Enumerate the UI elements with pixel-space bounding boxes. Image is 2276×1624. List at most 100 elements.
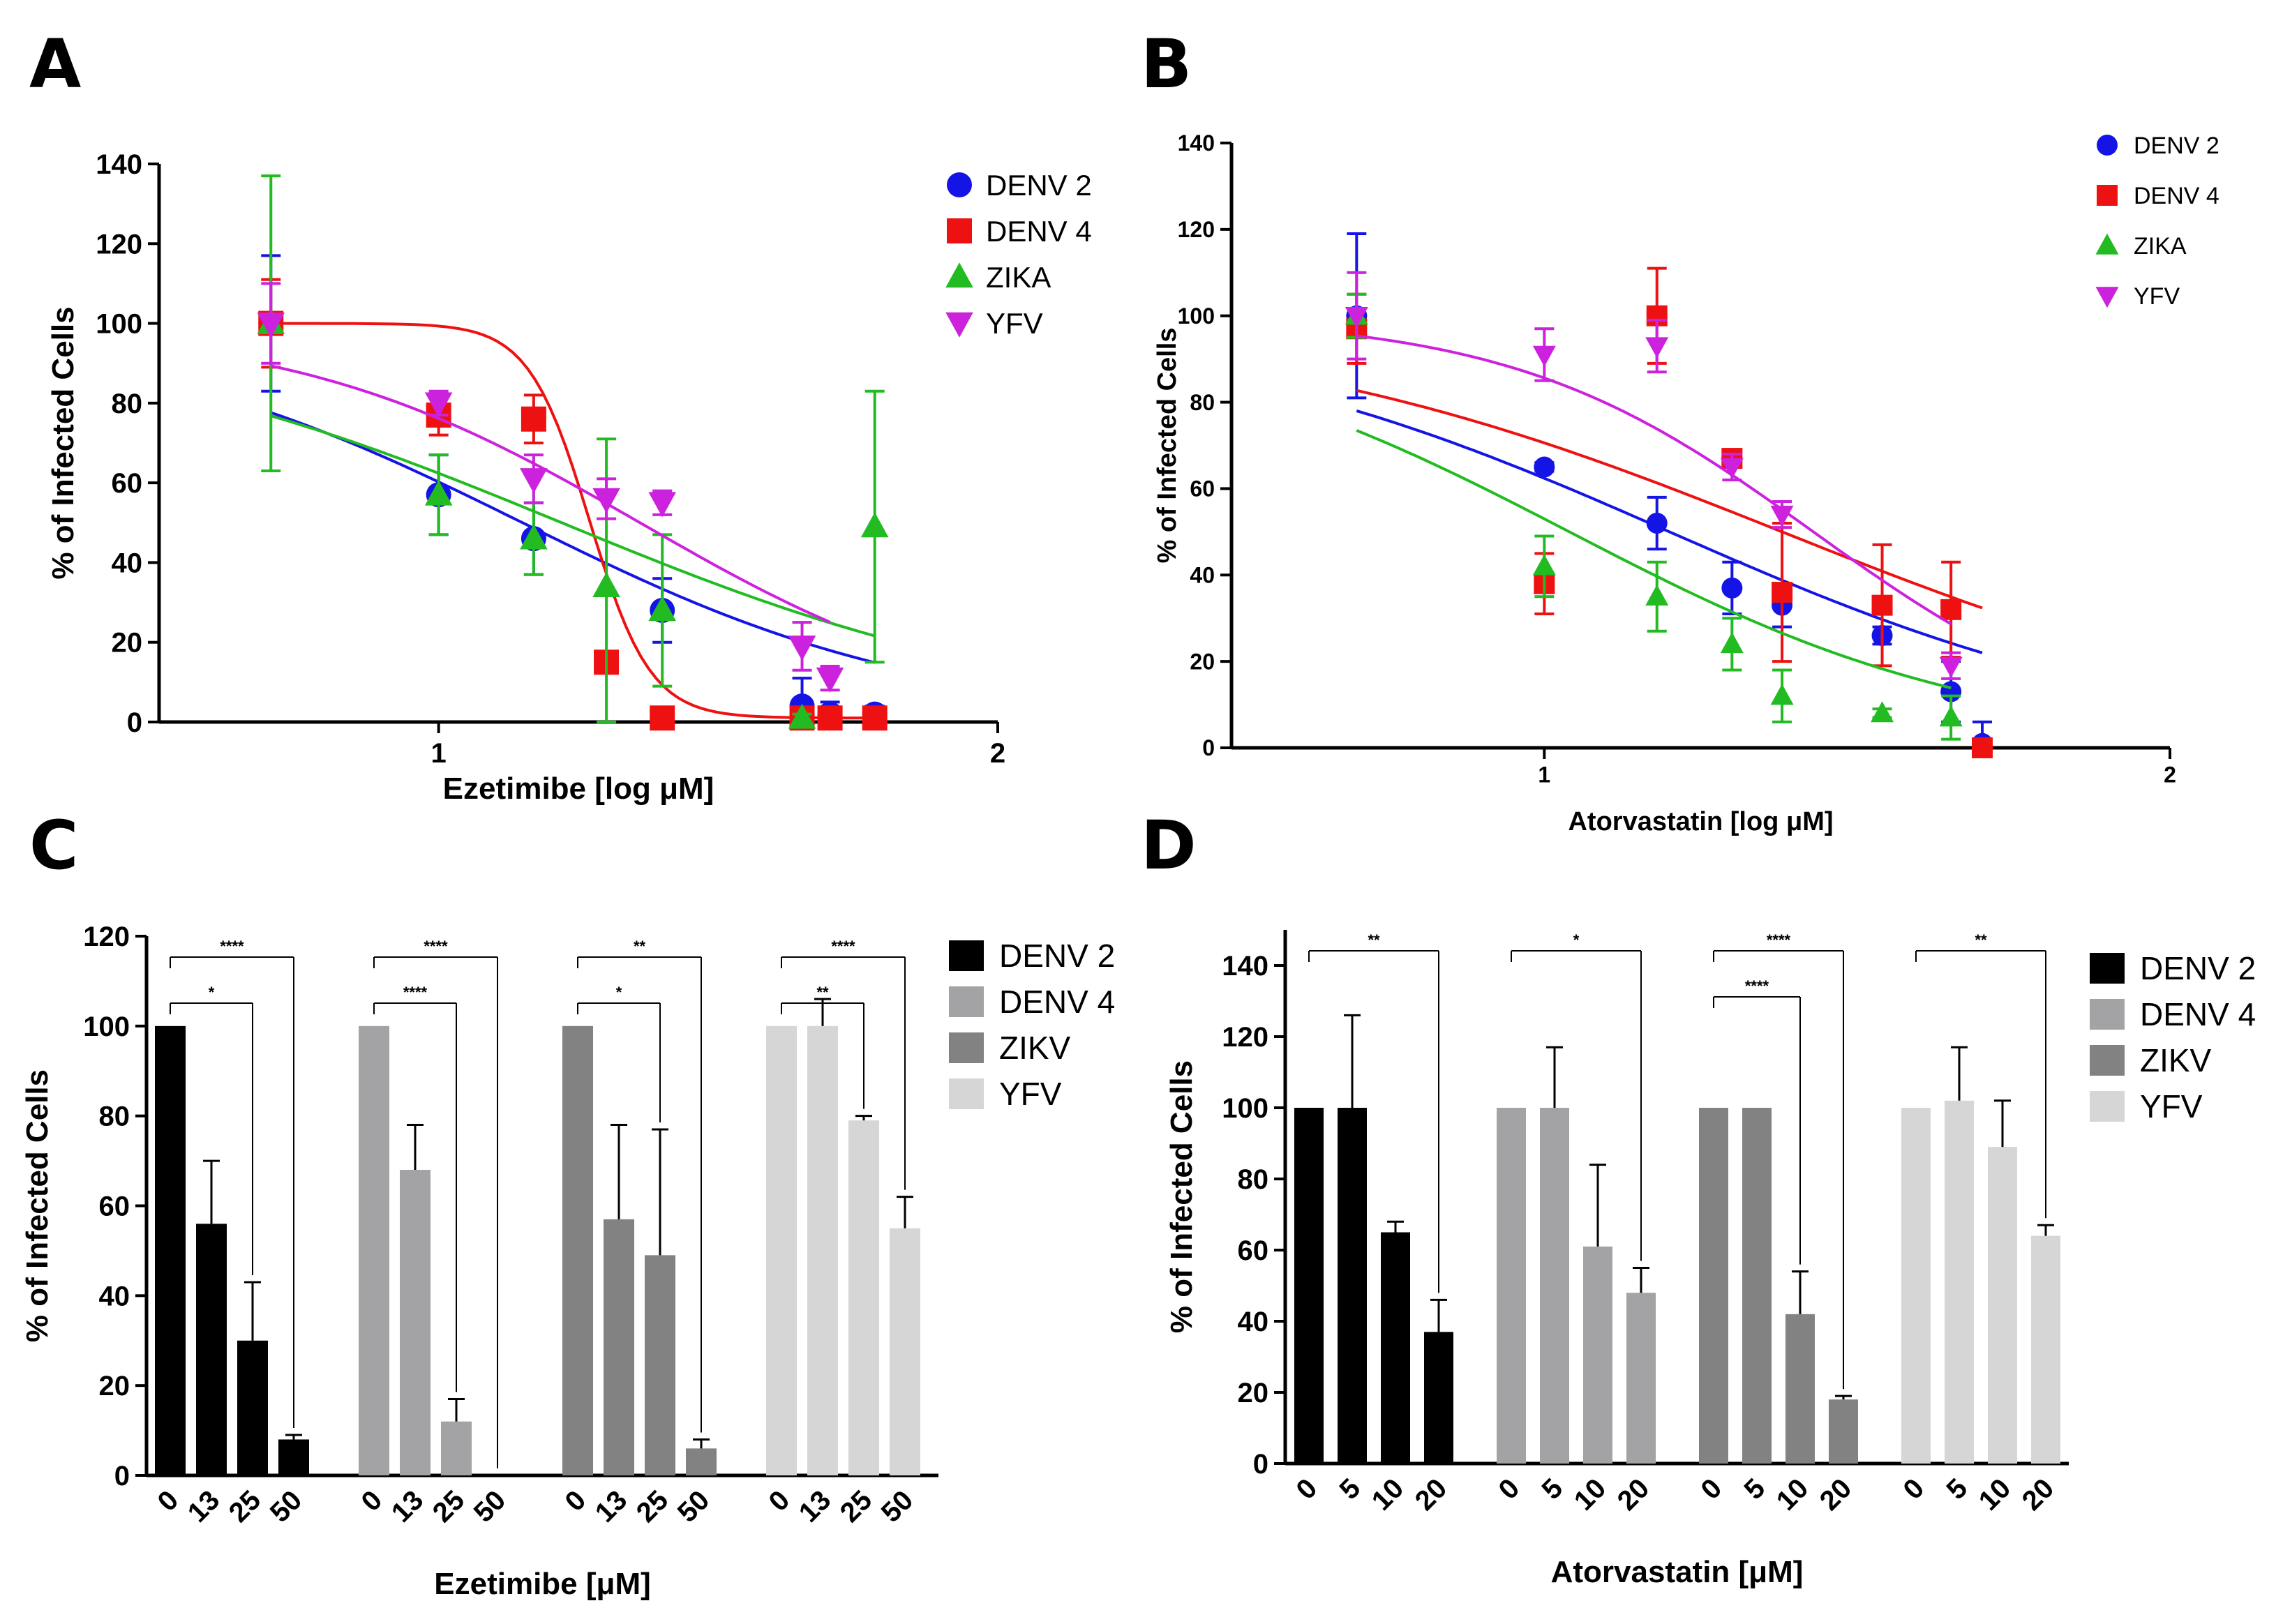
- data-point: [520, 524, 548, 550]
- bar-group-zikv: [562, 1025, 717, 1475]
- bar: [1901, 1108, 1931, 1464]
- y-tick-label: 140: [96, 149, 142, 180]
- data-point: [788, 703, 816, 729]
- bar: [807, 1025, 838, 1475]
- data-point: [1770, 684, 1794, 705]
- panel-letter-d: D: [1141, 806, 1197, 885]
- bar: [1338, 1108, 1367, 1464]
- y-tick-label: 40: [1190, 562, 1215, 587]
- fit-curve: [270, 411, 876, 664]
- x-category-label: 0: [1291, 1473, 1324, 1505]
- x-category-label: 0: [356, 1484, 389, 1517]
- bar: [400, 1169, 431, 1475]
- bar: [1626, 1293, 1656, 1464]
- data-point: [860, 512, 889, 538]
- x-category-label: 10: [1973, 1473, 2017, 1517]
- y-tick-label: 120: [83, 922, 130, 952]
- legend-label: DENV 2: [999, 938, 1115, 974]
- y-tick-label: 40: [112, 548, 143, 578]
- y-tick-label: 120: [1178, 217, 1215, 242]
- fit-curve: [1356, 429, 1952, 690]
- y-tick-label: 60: [99, 1191, 130, 1222]
- legend-marker: [2095, 287, 2119, 308]
- legend-label: YFV: [2140, 1088, 2203, 1125]
- legend-swatch: [949, 986, 984, 1017]
- y-tick-label: 140: [1222, 951, 1268, 982]
- legend-marker: [2097, 135, 2118, 156]
- data-point: [1772, 582, 1793, 603]
- bar: [848, 1120, 879, 1475]
- legend-swatch: [949, 940, 984, 971]
- x-tick-label: 1: [431, 738, 447, 769]
- x-axis-title: Atorvastatin [log μM]: [1568, 807, 1833, 836]
- bar-group-denv-2: [1294, 1014, 1453, 1464]
- bar: [1540, 1108, 1569, 1464]
- x-category-label: 10: [1771, 1473, 1815, 1517]
- x-category-label: 50: [672, 1484, 716, 1528]
- panel-letter-a: A: [29, 25, 81, 103]
- legend-marker: [945, 312, 973, 338]
- significance-label: ****: [1767, 931, 1791, 949]
- significance-label: *: [1573, 931, 1580, 949]
- bar-group-denv-2: [155, 1025, 309, 1475]
- data-point: [648, 596, 676, 622]
- data-point: [862, 705, 888, 731]
- fit-curve: [270, 364, 831, 624]
- significance-label: *: [616, 984, 622, 1001]
- data-point: [1770, 505, 1794, 527]
- y-tick-label: 60: [112, 468, 143, 499]
- data-point: [1972, 737, 1993, 758]
- x-category-label: 25: [834, 1484, 878, 1528]
- y-tick-label: 80: [99, 1102, 130, 1132]
- bar-group-denv-4: [359, 1025, 472, 1475]
- y-tick-label: 0: [127, 707, 142, 738]
- y-axis-title: % of Infected Cells: [1165, 1060, 1199, 1333]
- chart-b-atorvastatin-dose-response: 0 20 40 60 80 100 120 140 1 2 Atorvastatin [log μM…: [1153, 130, 2219, 836]
- bar: [686, 1448, 717, 1475]
- x-category-label: 10: [1569, 1473, 1612, 1517]
- y-tick-label: 40: [99, 1281, 130, 1311]
- data-point: [424, 480, 453, 506]
- x-tick-label: 1: [1538, 762, 1550, 788]
- y-tick-label: 60: [1190, 476, 1215, 502]
- data-point: [592, 488, 620, 513]
- data-point: [816, 667, 844, 693]
- chart-c-ezetimibe-bars: 0 20 40 60 80 100 120 Ezetimibe [μM] % of Infect…: [20, 922, 1115, 1601]
- data-point: [520, 468, 548, 494]
- fit-curve: [1356, 409, 1983, 654]
- legend-label: YFV: [2134, 283, 2180, 310]
- panel-letter-b: B: [1141, 25, 1192, 103]
- y-tick-label: 140: [1178, 130, 1215, 156]
- legend-label: ZIKA: [986, 261, 1051, 294]
- legend-label: YFV: [986, 307, 1043, 340]
- bar: [1945, 1100, 1974, 1464]
- bar: [562, 1025, 593, 1475]
- x-category-label: 50: [876, 1484, 920, 1528]
- legend-marker: [2097, 185, 2118, 206]
- y-tick-label: 100: [96, 309, 142, 340]
- legend-label: DENV 2: [2134, 133, 2219, 159]
- y-tick-label: 0: [1253, 1449, 1268, 1480]
- series-denv-2: [258, 254, 888, 727]
- legend-label: DENV 2: [986, 169, 1092, 202]
- data-point: [1645, 585, 1669, 606]
- x-category-label: 50: [468, 1484, 512, 1528]
- x-category-label: 0: [152, 1484, 185, 1517]
- chart-a-ezetimibe-dose-response: 0 20 40 60 80 100 120 140 1 2 Ezetimibe [log μM] % …: [46, 149, 1092, 806]
- legend-label: DENV 4: [2140, 996, 2256, 1032]
- data-point: [648, 492, 676, 518]
- data-point: [788, 636, 816, 661]
- significance-label: ****: [1745, 977, 1769, 995]
- legend-swatch: [2090, 1045, 2125, 1076]
- x-axis-title: Atorvastatin [μM]: [1551, 1555, 1804, 1589]
- data-point: [521, 406, 546, 432]
- data-point: [1532, 345, 1556, 367]
- y-tick-label: 100: [83, 1012, 130, 1042]
- x-category-label: 0: [1695, 1473, 1728, 1505]
- bar: [1699, 1108, 1728, 1464]
- data-point: [1646, 512, 1668, 534]
- legend-swatch: [2090, 953, 2125, 984]
- legend-label: DENV 4: [986, 215, 1092, 248]
- bar-group-denv-4: [1497, 1046, 1656, 1464]
- data-point: [1871, 701, 1894, 723]
